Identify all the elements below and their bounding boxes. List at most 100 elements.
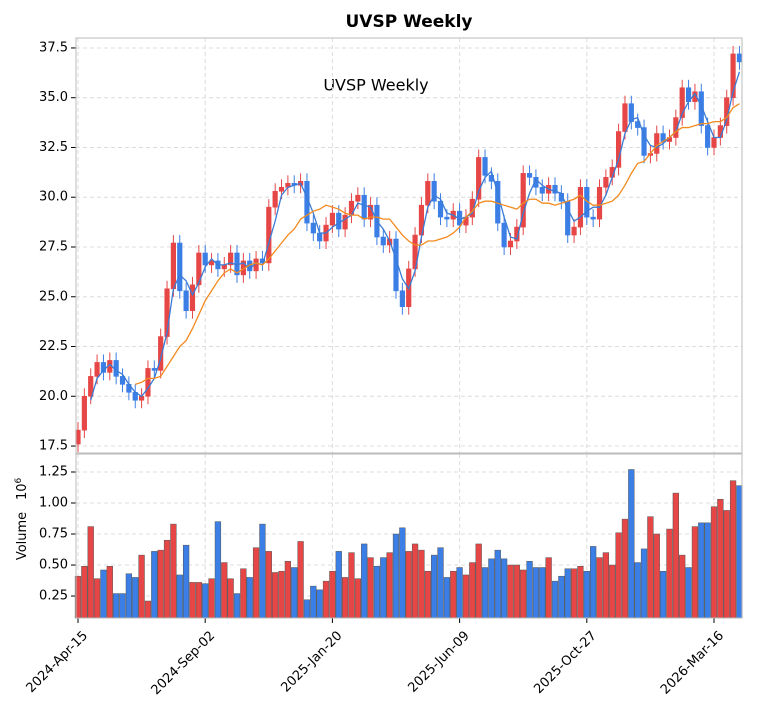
candle-body xyxy=(444,216,450,220)
volume-bar xyxy=(291,567,298,619)
volume-bar xyxy=(691,526,699,619)
volume-bar xyxy=(672,492,679,619)
candle-body xyxy=(329,212,335,226)
volume-bar xyxy=(723,510,730,619)
volume-bar xyxy=(418,549,425,619)
volume-bar xyxy=(729,480,737,619)
volume-bar xyxy=(240,568,247,619)
volume-bar xyxy=(214,521,222,619)
candle-body xyxy=(151,368,157,371)
candle-body xyxy=(705,125,711,148)
volume-bar xyxy=(710,506,718,619)
volume-bar xyxy=(265,551,272,619)
candle-body xyxy=(342,214,348,230)
volume-bar xyxy=(653,533,660,619)
volume-bar xyxy=(659,570,667,619)
y-tick-label: 0.50 xyxy=(39,558,68,573)
volume-frame xyxy=(75,453,743,619)
candle-body xyxy=(552,184,558,194)
candle-body xyxy=(539,186,545,194)
volume-bar xyxy=(125,573,133,619)
volume-bar xyxy=(621,518,629,619)
candle-body xyxy=(711,137,717,148)
candle-body xyxy=(590,216,596,220)
volume-bar xyxy=(151,551,158,619)
candle-body xyxy=(425,181,431,206)
candle-body xyxy=(679,87,685,118)
y-tick-label: 37.5 xyxy=(39,40,68,55)
volume-bar xyxy=(609,564,616,619)
candle-body xyxy=(501,222,507,248)
candle-body xyxy=(476,157,482,200)
volume-bar xyxy=(698,522,705,619)
volume-bar xyxy=(348,552,355,619)
candle-body xyxy=(380,236,386,246)
candle-body xyxy=(730,53,736,99)
candle-body xyxy=(622,103,628,132)
candle-body xyxy=(228,252,234,266)
volume-bar xyxy=(361,543,368,619)
y-tick-label: 22.5 xyxy=(39,339,68,354)
y-tick-label: 0.25 xyxy=(39,589,68,604)
candle-body xyxy=(317,232,323,242)
y-tick-label: 27.5 xyxy=(39,239,68,254)
volume-bar xyxy=(704,522,711,619)
volume-bar xyxy=(532,567,540,619)
volume-bar xyxy=(380,557,387,619)
volume-bar xyxy=(456,567,463,619)
volume-bar xyxy=(640,548,648,619)
y-tick-label: 25.0 xyxy=(39,289,68,304)
volume-bar xyxy=(272,572,279,619)
candle-body xyxy=(266,206,272,264)
y-tick-label: 20.0 xyxy=(39,389,68,404)
volume-bar xyxy=(303,599,311,619)
volume-bar xyxy=(195,582,202,619)
volume-bar xyxy=(246,577,253,619)
chart-title: UVSP Weekly xyxy=(345,12,472,32)
y-tick-label: 0.75 xyxy=(39,527,68,542)
volume-bar xyxy=(233,593,241,619)
candle-body xyxy=(736,53,743,63)
volume-bar xyxy=(481,567,489,619)
candle-body xyxy=(158,336,164,371)
volume-bar xyxy=(526,561,533,619)
price-frame xyxy=(75,37,743,454)
volume-bar xyxy=(100,569,107,619)
candle-body xyxy=(431,181,437,202)
y-axis-label: Volume xyxy=(15,512,30,560)
moving-average-line xyxy=(90,71,741,401)
volume-bar xyxy=(113,593,120,619)
volume-bar xyxy=(297,541,304,619)
volume-bar xyxy=(424,570,431,619)
volume-bar xyxy=(634,562,641,619)
candle-body xyxy=(189,284,196,311)
volume-bar xyxy=(679,554,686,619)
volume-bar xyxy=(717,499,724,619)
volume-bar xyxy=(685,567,692,619)
candle-body xyxy=(577,186,584,228)
candle-body xyxy=(482,157,488,176)
candle-body xyxy=(177,242,183,292)
y-tick-label: 35.0 xyxy=(39,90,68,105)
volume-bar xyxy=(647,516,654,619)
volume-bar xyxy=(87,526,94,619)
volume-bar xyxy=(494,549,501,619)
unit-exponent: 6 xyxy=(14,477,24,483)
volume-bar xyxy=(500,558,508,619)
volume-bar xyxy=(202,583,209,619)
candle-body xyxy=(698,91,704,126)
volume-bar xyxy=(475,543,482,619)
y-axis-unit: 106 xyxy=(14,477,30,500)
volume-bar xyxy=(392,533,400,619)
candle-body xyxy=(94,362,100,377)
candle-body xyxy=(208,260,215,266)
volume-bar xyxy=(399,527,406,619)
volume-bar xyxy=(405,551,412,619)
y-tick-label: 30.0 xyxy=(39,190,68,205)
candle-body xyxy=(526,173,533,178)
volume-bar xyxy=(602,552,610,619)
y-tick-label: 1.00 xyxy=(39,496,68,511)
candle-body xyxy=(641,127,647,156)
volume-bar xyxy=(570,568,578,619)
volume-bar xyxy=(81,566,88,619)
